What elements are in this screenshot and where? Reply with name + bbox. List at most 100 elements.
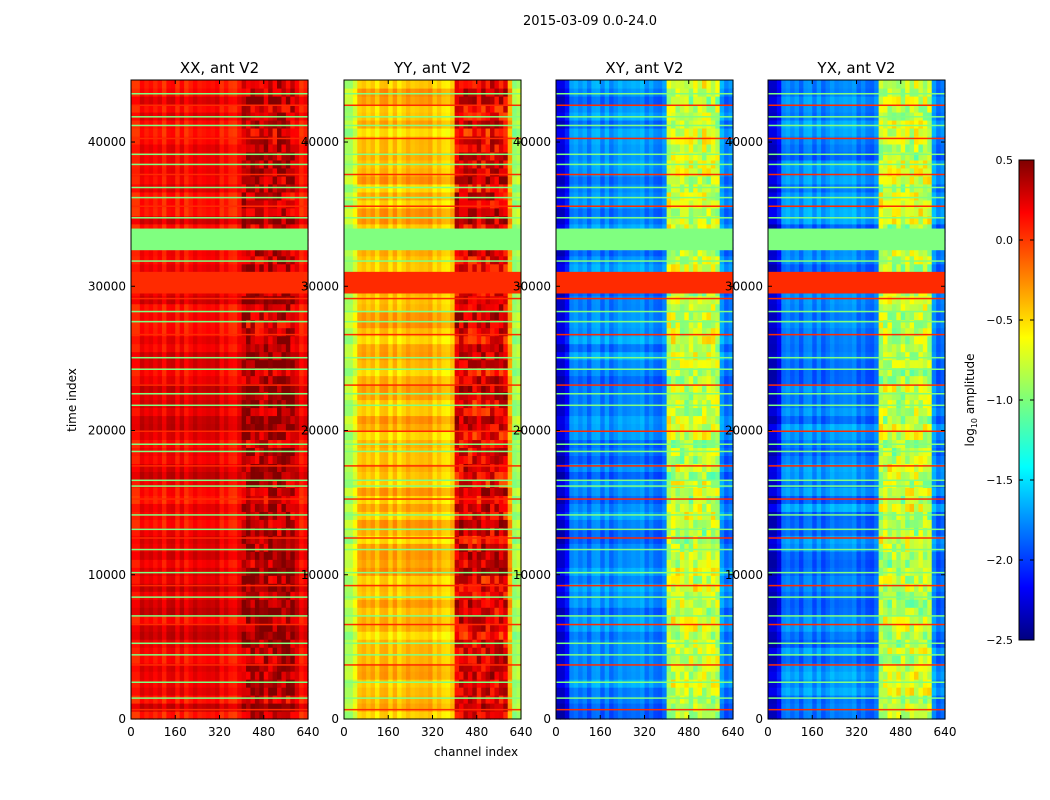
heatmap-cell — [392, 647, 398, 656]
heatmap-cell — [175, 551, 181, 560]
heatmap-cell — [414, 463, 420, 472]
heatmap-cell — [223, 455, 229, 464]
heatmap-cell — [272, 423, 278, 433]
heatmap-cell — [219, 199, 225, 209]
heatmap-cell — [503, 399, 509, 409]
heatmap-cell — [197, 471, 203, 480]
heatmap-cell — [210, 527, 216, 536]
heatmap-cell — [192, 343, 198, 353]
heatmap-cell — [254, 103, 260, 113]
heatmap-cell — [215, 319, 221, 329]
heatmap-cell — [232, 87, 238, 97]
heatmap-cell — [268, 615, 274, 624]
flagged-row — [131, 681, 308, 683]
heatmap-cell — [512, 559, 518, 568]
heatmap-cell — [175, 95, 181, 105]
heatmap-cell — [201, 535, 207, 544]
heatmap-cell — [144, 151, 150, 161]
heatmap-cell — [388, 615, 394, 624]
heatmap-cell — [219, 87, 225, 97]
heatmap-cell — [228, 215, 234, 225]
heatmap-cell — [503, 695, 509, 704]
heatmap-cell — [135, 303, 141, 313]
heatmap-cell — [161, 527, 167, 536]
heatmap-cell — [144, 599, 150, 608]
heatmap-cell — [219, 207, 225, 217]
heatmap-cell — [170, 599, 176, 608]
heatmap-cell — [467, 471, 473, 480]
heatmap-cell — [237, 383, 243, 393]
heatmap-cell — [215, 559, 221, 568]
heatmap-cell — [237, 391, 243, 401]
heatmap-cell — [192, 191, 198, 201]
heatmap-cell — [361, 663, 367, 672]
heatmap-cell — [210, 87, 216, 97]
heatmap-cell — [370, 375, 376, 385]
heatmap-cell — [201, 671, 207, 680]
heatmap-cell — [219, 383, 225, 393]
heatmap-cell — [348, 423, 354, 433]
heatmap-cell — [454, 687, 460, 696]
heatmap-cell — [254, 143, 260, 153]
heatmap-cell — [397, 671, 403, 680]
heatmap-cell — [401, 695, 407, 704]
heatmap-cell — [507, 551, 513, 560]
heatmap-cell — [290, 695, 296, 704]
heatmap-cell — [192, 607, 198, 616]
flagged-row — [131, 514, 308, 516]
heatmap-cell — [344, 679, 350, 688]
heatmap-cell — [383, 527, 389, 536]
heatmap-cell — [285, 151, 291, 161]
heatmap-cell — [374, 375, 380, 385]
heatmap-cell — [467, 479, 473, 488]
heatmap-cell — [237, 399, 243, 409]
heatmap-cell — [259, 119, 265, 129]
heatmap-cell — [184, 215, 190, 225]
heatmap-cell — [428, 391, 434, 401]
heatmap-cell — [228, 207, 234, 217]
heatmap-cell — [467, 383, 473, 393]
heatmap-cell — [241, 167, 247, 177]
heatmap-cell — [428, 663, 434, 672]
heatmap-cell — [210, 135, 216, 145]
heatmap-cell — [219, 615, 225, 624]
heatmap-cell — [161, 487, 167, 496]
heatmap-cell — [184, 263, 190, 273]
heatmap-cell — [161, 215, 167, 225]
heatmap-cell — [184, 663, 190, 672]
heatmap-cell — [232, 463, 238, 472]
heatmap-cell — [166, 95, 172, 105]
heatmap-cell — [357, 543, 363, 552]
heatmap-cell — [281, 151, 287, 161]
heatmap-cell — [414, 527, 420, 536]
heatmap-cell — [485, 455, 491, 464]
heatmap-cell — [241, 615, 247, 624]
heatmap-cell — [250, 615, 256, 624]
heatmap-cell — [366, 519, 372, 528]
heatmap-cell — [428, 647, 434, 656]
flagged-row — [131, 430, 308, 433]
heatmap-cell — [241, 223, 247, 233]
heatmap-cell — [472, 527, 478, 536]
heatmap-cell — [131, 559, 137, 568]
heatmap-cell — [366, 535, 372, 544]
heatmap-cell — [184, 375, 190, 385]
heatmap-cell — [148, 423, 154, 433]
heatmap-cell — [374, 551, 380, 560]
heatmap-cell — [161, 223, 167, 233]
heatmap-cell — [294, 519, 300, 528]
heatmap-cell — [232, 143, 238, 153]
heatmap-cell — [467, 519, 473, 528]
heatmap-cell — [516, 383, 522, 393]
heatmap-cell — [175, 119, 181, 129]
heatmap-cell — [237, 343, 243, 353]
heatmap-cell — [507, 423, 513, 433]
heatmap-cell — [170, 695, 176, 704]
heatmap-cell — [379, 431, 385, 441]
heatmap-cell — [259, 80, 265, 89]
heatmap-cell — [139, 143, 145, 153]
heatmap-cell — [303, 167, 309, 177]
heatmap-cell — [361, 479, 367, 488]
heatmap-cell — [179, 711, 185, 720]
heatmap-cell — [281, 119, 287, 129]
